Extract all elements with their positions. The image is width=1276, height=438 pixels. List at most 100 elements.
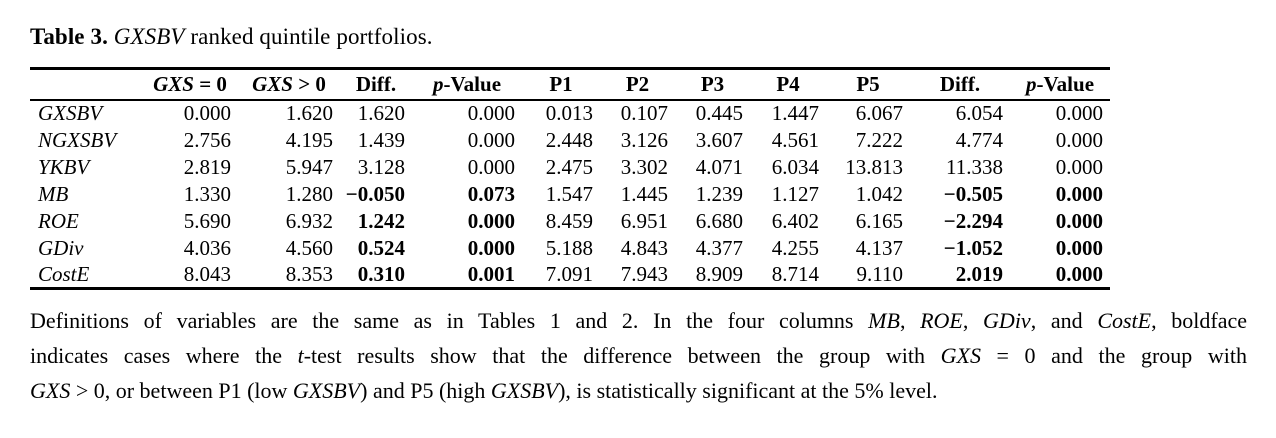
table-cell: 2.475: [545, 154, 593, 179]
row-label: YKBV: [38, 154, 90, 179]
column-header: GXS > 0: [238, 68, 340, 101]
table-cell: 1.620: [357, 101, 405, 125]
table-cell: 11.338: [946, 154, 1003, 179]
paper-page: Table 3. GXSBV ranked quintile portfolio…: [30, 22, 1248, 408]
table-cell: 1.445: [620, 181, 668, 206]
table-cell: 7.222: [855, 127, 903, 152]
table-cell: 6.680: [695, 208, 743, 233]
table-cell: −2.294: [943, 208, 1003, 233]
table-cell: 1.239: [695, 181, 743, 206]
table-cell: 9.110: [856, 261, 903, 286]
text-run: ROE: [920, 308, 963, 333]
text-run: GXSBV: [490, 378, 559, 403]
table-row: ROE 5.690 6.932 1.242 0.000 8.459 6.951 6.680 6.…: [30, 208, 1110, 235]
table-cell: −1.052: [943, 235, 1003, 260]
text-run: > 0: [292, 71, 326, 96]
table-cell: 2.756: [183, 127, 231, 152]
table-cell: 8.909: [695, 261, 743, 286]
table-cell: 4.561: [771, 127, 819, 152]
column-header: p-Value: [1010, 68, 1110, 101]
column-header: Diff.: [340, 68, 412, 101]
table-header-row: GXS = 0 GXS > 0 Diff. p-Value P1 P2 P3 P4 P5 Diff…: [30, 68, 1110, 101]
table-cell: 4.774: [955, 127, 1003, 152]
table-cell: 3.302: [620, 154, 668, 179]
table-cell: 0.001: [467, 261, 515, 286]
text-run: GXSBV: [292, 378, 361, 403]
table-row: YKBV 2.819 5.947 3.128 0.000 2.475 3.302 4.071 6…: [30, 154, 1110, 181]
table-cell: 6.165: [855, 208, 903, 233]
table-cell: 1.330: [183, 181, 231, 206]
text-run: GXSBV: [113, 24, 185, 49]
column-header: Diff.: [910, 68, 1010, 101]
table-cell: 2.019: [955, 261, 1003, 286]
table-cell: 8.714: [771, 261, 819, 286]
table-cell: 0.000: [467, 101, 515, 125]
table-cell: 0.000: [183, 101, 231, 125]
table-cell: 7.091: [545, 261, 593, 286]
table-cell: 0.000: [1055, 208, 1103, 233]
table-cell: 0.000: [1055, 261, 1103, 286]
table-cell: 0.107: [620, 101, 668, 125]
text-run: p: [1025, 71, 1037, 96]
table-cell: 1.620: [285, 101, 333, 125]
text-run: ) and P5 (high: [360, 378, 491, 403]
table-cell: 4.843: [620, 235, 668, 260]
table-cell: 6.034: [771, 154, 819, 179]
table-cell: 1.547: [545, 181, 593, 206]
text-run: P1: [549, 71, 573, 96]
table-cell: 6.067: [855, 101, 903, 125]
column-header: P1: [522, 68, 600, 101]
text-run: P2: [625, 71, 650, 96]
text-run: GDiv: [983, 308, 1031, 333]
table-cell: 3.128: [357, 154, 405, 179]
text-run: -test results show that the difference b…: [303, 343, 941, 368]
table-cell: 0.000: [467, 208, 515, 233]
table-cell: 2.448: [545, 127, 593, 152]
table-cell: 1.280: [285, 181, 333, 206]
quintile-portfolio-table: GXS = 0 GXS > 0 Diff. p-Value P1 P2 P3 P4 P5 Diff…: [30, 67, 1110, 290]
table-cell: 0.000: [1055, 101, 1103, 125]
column-header: P5: [826, 68, 910, 101]
table-cell: 4.036: [183, 235, 231, 260]
table-cell: 6.054: [955, 101, 1003, 125]
table-cell: 4.377: [695, 235, 743, 260]
table-cell: 0.000: [467, 235, 515, 260]
table-caption: Table 3. GXSBV ranked quintile portfolio…: [30, 22, 1246, 52]
text-run: , boldface: [1151, 308, 1248, 333]
table-cell: 5.690: [183, 208, 231, 233]
text-run: CostE: [1097, 308, 1152, 333]
text-run: GXS: [252, 71, 293, 96]
table-cell: 4.137: [855, 235, 903, 260]
row-label: MB: [38, 181, 69, 206]
table-row: GXSBV 0.000 1.620 1.620 0.000 0.013 0.107 0.445…: [30, 100, 1110, 127]
footnote-line: GXS > 0, or between P1 (low GXSBV) and P…: [30, 373, 1247, 408]
text-run: P4: [776, 71, 800, 96]
text-run: t: [297, 343, 304, 368]
row-label: ROE: [38, 208, 79, 233]
text-run: P3: [700, 71, 725, 96]
table-cell: 1.042: [855, 181, 903, 206]
text-run: GXS: [153, 71, 194, 96]
row-label: NGXSBV: [38, 127, 117, 152]
text-run: p: [432, 71, 444, 96]
text-run: GXS: [940, 343, 981, 368]
text-run: Diff.: [939, 71, 981, 96]
table-cell: 8.459: [545, 208, 593, 233]
text-run: = 0: [193, 71, 227, 96]
table-cell: 0.445: [695, 101, 743, 125]
table-cell: 0.013: [545, 101, 593, 125]
table-cell: 6.402: [771, 208, 819, 233]
row-label: GDiv: [38, 235, 84, 260]
text-run: , and: [1030, 308, 1098, 333]
table-cell: 4.071: [695, 154, 743, 179]
row-label: CostE: [38, 261, 90, 286]
table-cell: 0.524: [357, 235, 405, 260]
column-header: P2: [600, 68, 675, 101]
table-cell: 1.439: [357, 127, 405, 152]
table-cell: 6.951: [620, 208, 668, 233]
row-label: GXSBV: [38, 101, 103, 125]
text-run: -Value: [443, 71, 502, 96]
table-cell: 8.353: [285, 261, 333, 286]
text-run: GXS: [30, 378, 71, 403]
table-cell: 0.000: [467, 154, 515, 179]
